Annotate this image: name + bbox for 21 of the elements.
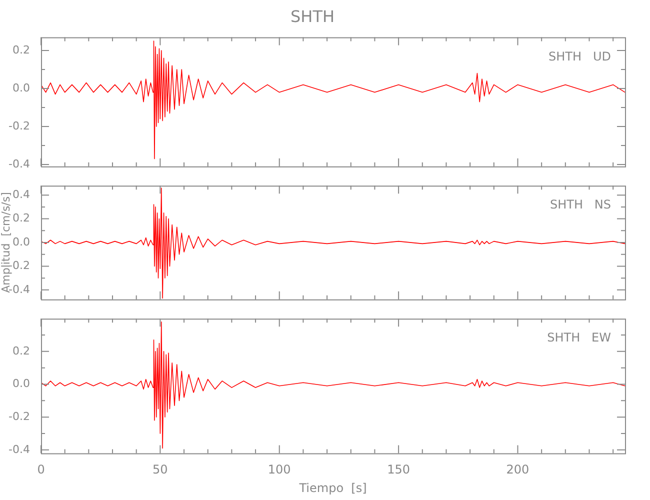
y-tick-label: -0.2 xyxy=(8,119,30,132)
x-tick-label: 0 xyxy=(37,462,45,477)
y-tick-label: 0.4 xyxy=(12,188,30,201)
y-tick-label: 0.0 xyxy=(12,377,30,390)
y-tick-label: 0.2 xyxy=(12,212,30,225)
text: SHTH EW xyxy=(547,330,612,345)
y-tick-label: 0.0 xyxy=(12,81,30,94)
y-tick-label: 0.2 xyxy=(12,344,30,358)
chart-title: SHTH xyxy=(290,6,334,26)
series-label: SHTH UD xyxy=(548,49,611,64)
y-tick-label: -0.4 xyxy=(8,442,30,456)
x-tick-label: 200 xyxy=(506,462,530,477)
x-tick-label: 100 xyxy=(268,462,291,477)
y-tick-label: -0.2 xyxy=(8,410,30,423)
text: SHTH NS xyxy=(550,198,611,212)
y-tick-label: 0.0 xyxy=(12,235,30,248)
y-tick-label: -0.4 xyxy=(8,157,30,170)
x-axis-title: Tiempo [s] xyxy=(298,480,367,495)
y-tick-label: 0.2 xyxy=(12,43,30,56)
x-tick-label: 50 xyxy=(152,462,168,477)
x-tick-label: 150 xyxy=(387,462,410,477)
